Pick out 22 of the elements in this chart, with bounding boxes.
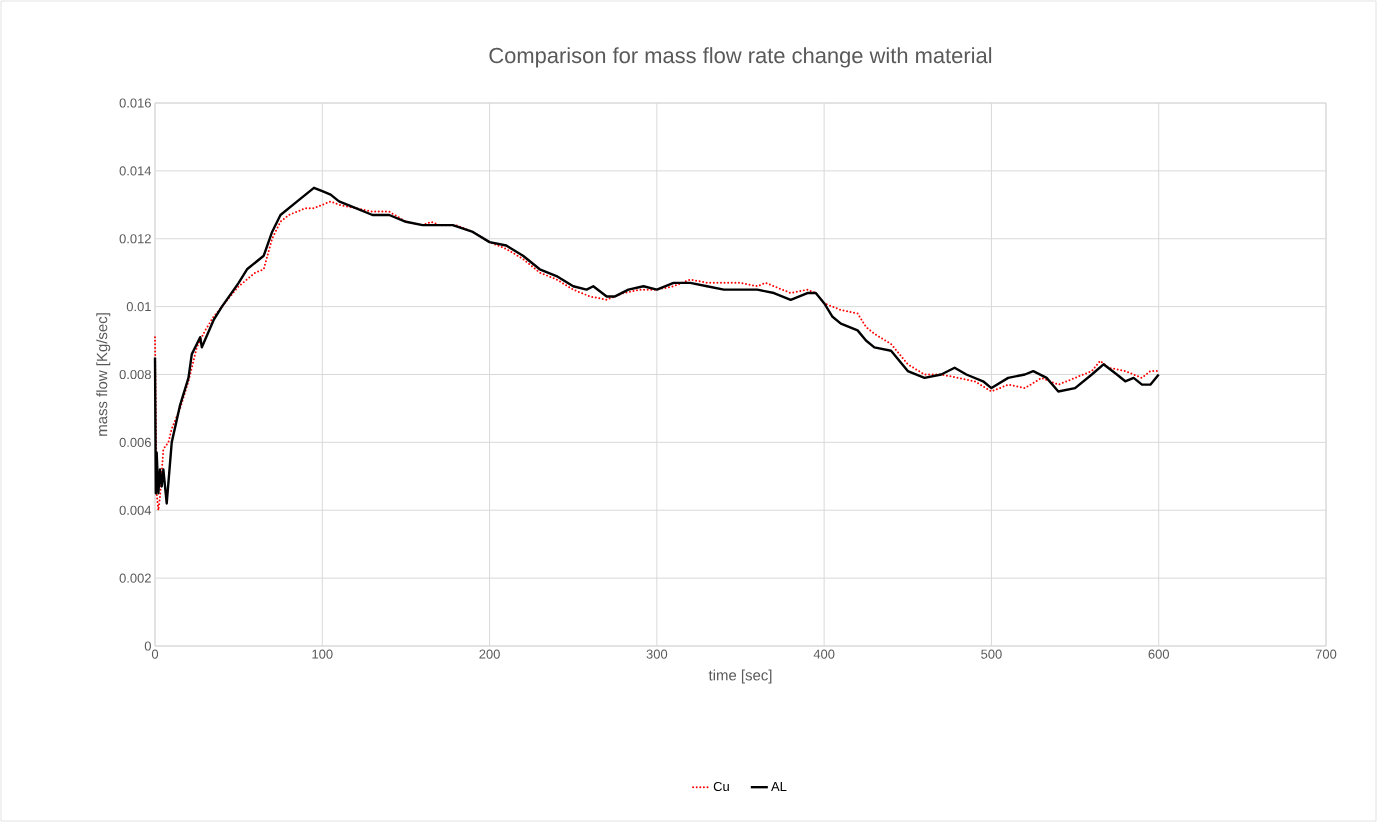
y-tick-label: 0 (144, 641, 151, 651)
y-tick-label: 0.008 (119, 369, 151, 380)
legend-label: AL (771, 781, 787, 791)
chart-title: Comparison for mass flow rate change with material (489, 47, 992, 68)
x-tick-label: 200 (479, 649, 500, 659)
y-tick-label: 0.004 (119, 505, 152, 515)
y-tick-label: 0.012 (119, 234, 151, 244)
x-tick-label: 500 (981, 649, 1002, 659)
y-tick-label: 0.002 (119, 573, 151, 583)
x-tick-label: 700 (1315, 649, 1337, 659)
legend-label: Cu (713, 781, 729, 792)
y-axis-title: mass flow [Kg/sec] (96, 313, 111, 436)
y-tick-label: 0.01 (126, 302, 151, 312)
x-tick-label: 100 (312, 649, 333, 659)
y-tick-label: 0.016 (119, 98, 151, 108)
y-tick-label: 0.006 (119, 437, 151, 447)
x-tick-label: 400 (813, 649, 835, 659)
y-tick-label: 0.014 (119, 166, 152, 176)
x-tick-label: 600 (1148, 649, 1170, 659)
x-tick-label: 0 (151, 649, 159, 659)
x-axis-title: time [sec] (708, 669, 772, 684)
x-tick-label: 300 (646, 649, 668, 659)
